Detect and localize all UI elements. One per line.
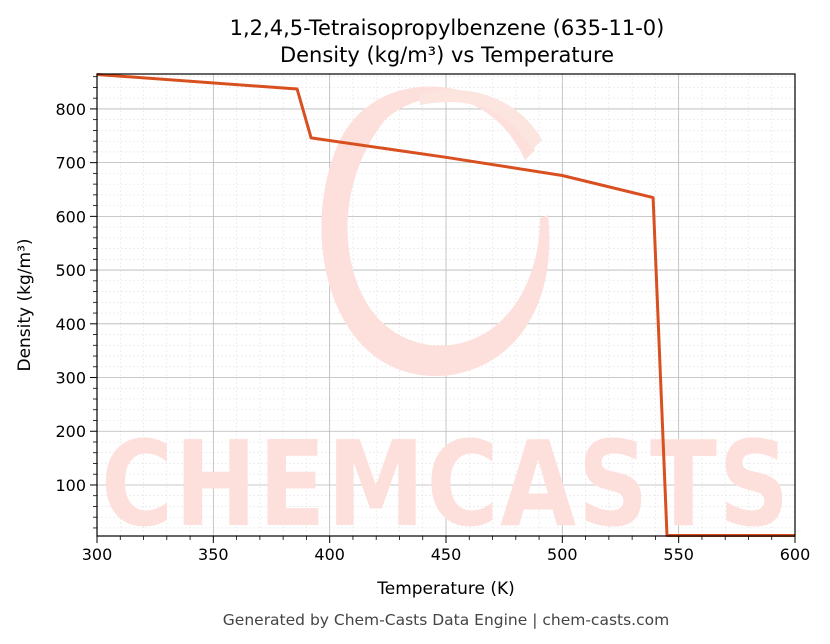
y-axis-label: Density (kg/m³) [15, 238, 35, 371]
y-tick-label: 300 [55, 369, 86, 388]
watermark-text: CHEMCASTS [101, 415, 791, 553]
chart-title: 1,2,4,5-Tetraisopropylbenzene (635-11-0) [230, 16, 665, 40]
y-tick-label: 800 [55, 100, 86, 119]
major-grid [96, 74, 796, 536]
chart-subtitle: Density (kg/m³) vs Temperature [280, 43, 614, 67]
x-axis-label: Temperature (K) [376, 579, 515, 599]
footer-credit: Generated by Chem-Casts Data Engine | ch… [223, 611, 669, 629]
x-axis: 300 350 400 450 500 550 600 [82, 536, 811, 564]
x-tick-label: 400 [314, 545, 345, 564]
y-axis: 100 200 300 400 500 600 700 800 [55, 76, 97, 529]
chemcasts-watermark: CHEMCASTS [101, 86, 791, 553]
series-group [96, 73, 795, 537]
x-tick-label: 550 [663, 545, 694, 564]
x-tick-label: 500 [547, 545, 578, 564]
y-tick-label: 400 [55, 315, 86, 334]
y-tick-label: 500 [55, 261, 86, 280]
x-tick-label: 600 [780, 545, 811, 564]
x-tick-label: 450 [431, 545, 462, 564]
y-tick-label: 600 [55, 207, 86, 226]
y-tick-label: 200 [55, 422, 86, 441]
x-tick-label: 300 [82, 545, 113, 564]
y-tick-label: 700 [55, 154, 86, 173]
x-tick-label: 350 [198, 545, 229, 564]
watermark-logo [321, 86, 550, 377]
y-tick-label: 100 [55, 476, 86, 495]
plot-area: CHEMCASTS [96, 73, 796, 553]
density-series-line [96, 73, 795, 537]
